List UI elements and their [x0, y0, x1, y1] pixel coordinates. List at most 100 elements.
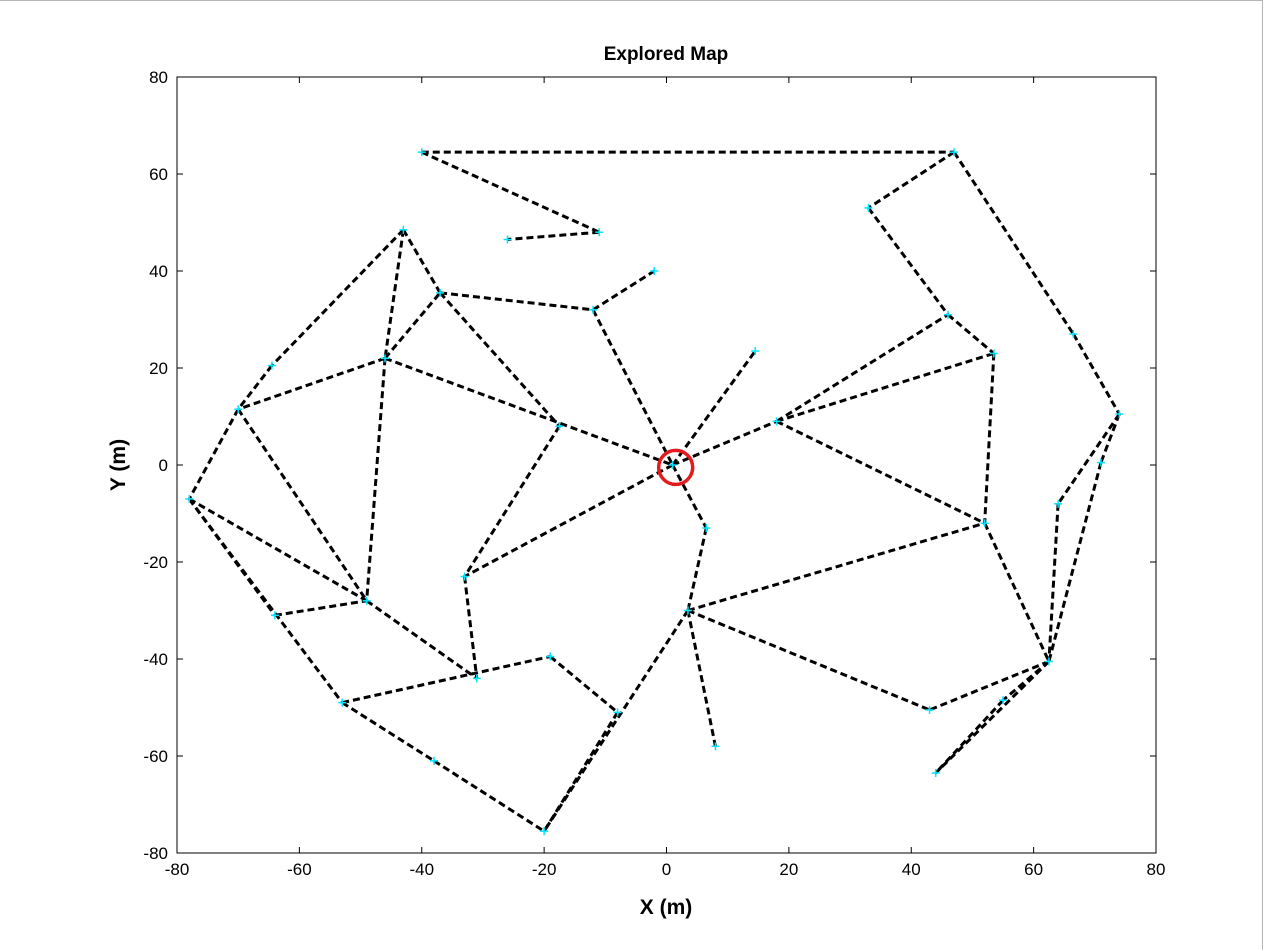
map-node	[668, 461, 677, 469]
map-edge	[463, 463, 674, 578]
x-tick-label: 40	[902, 860, 921, 879]
map-edge	[549, 655, 619, 714]
map-node	[751, 347, 760, 356]
map-edge	[188, 497, 368, 603]
map-node	[589, 305, 598, 314]
map-edge	[365, 599, 478, 680]
x-tick-label: 0	[662, 860, 671, 879]
tick-layer: -80 -60 -40 -20 0 20 40 60 80 -80 -60 -40 -20 0 20 40 60…	[143, 68, 1165, 879]
map-node	[417, 148, 426, 157]
map-node	[185, 494, 194, 503]
chart-title: Explored Map	[604, 44, 729, 65]
y-tick-label: -80	[143, 844, 168, 863]
map-edge	[236, 364, 274, 411]
x-tick-label: -80	[165, 860, 190, 879]
x-tick-label: -60	[287, 860, 312, 879]
map-edge	[672, 419, 778, 467]
map-node	[1054, 499, 1063, 508]
map-node	[980, 519, 989, 528]
map-node	[460, 572, 469, 581]
map-edge	[687, 521, 986, 612]
map-edge	[671, 464, 708, 529]
x-tick-label: 60	[1024, 860, 1043, 879]
map-node	[436, 288, 445, 297]
map-edge	[686, 527, 708, 611]
map-edge	[934, 660, 1050, 775]
map-node	[429, 756, 438, 765]
map-node	[503, 235, 512, 244]
map-edge	[1099, 413, 1121, 464]
x-tick-label: 20	[779, 860, 798, 879]
map-node	[683, 606, 692, 615]
map-edge	[591, 309, 674, 466]
map-edge	[983, 353, 996, 524]
map-edge	[383, 291, 442, 360]
map-node	[1069, 330, 1078, 339]
y-tick-label: 20	[149, 359, 168, 378]
map-node	[267, 361, 276, 370]
map-edge	[867, 207, 950, 316]
map-node	[362, 596, 371, 605]
y-tick-label: -60	[143, 747, 168, 766]
map-edge	[236, 408, 368, 602]
map-edge	[1002, 660, 1050, 702]
map-node	[234, 405, 243, 414]
map-node	[381, 354, 390, 363]
map-edge	[365, 358, 387, 601]
plot-area	[176, 76, 1157, 854]
map-node	[546, 652, 555, 661]
map-edge	[983, 522, 1051, 663]
map-node	[650, 267, 659, 275]
map-node	[772, 417, 781, 426]
map-edge	[1072, 333, 1121, 415]
map-node	[711, 742, 720, 751]
y-tick-label: 60	[149, 165, 168, 184]
map-node	[555, 422, 564, 431]
map-node	[270, 611, 279, 620]
map-edge	[237, 356, 386, 411]
map-node	[1096, 458, 1105, 467]
map-edge	[438, 291, 561, 428]
map-edge	[946, 313, 995, 355]
edge-layer	[187, 150, 1121, 833]
map-node	[702, 524, 711, 533]
map-node	[950, 148, 959, 157]
map-edge	[463, 576, 479, 679]
x-tick-label: -40	[409, 860, 434, 879]
map-node	[472, 674, 481, 683]
y-tick-label: -20	[143, 553, 168, 572]
map-edge	[187, 408, 240, 500]
map-edge	[1056, 413, 1121, 505]
map-node	[864, 203, 873, 212]
map-edge	[188, 498, 344, 704]
map-node	[999, 696, 1008, 705]
map-edge	[775, 420, 986, 525]
map-node	[540, 827, 549, 836]
map-edge	[671, 350, 757, 466]
map-edge	[341, 655, 551, 705]
map-edge	[274, 599, 367, 617]
node-layer	[185, 148, 1124, 836]
map-edge	[686, 610, 717, 747]
current-position-marker	[656, 448, 695, 487]
y-tick-label: 80	[149, 68, 168, 87]
map-edge	[463, 425, 561, 578]
map-edge	[1047, 503, 1060, 662]
map-node	[595, 228, 604, 237]
map-edge	[952, 151, 1075, 335]
map-node	[613, 708, 622, 717]
map-edge	[934, 699, 1005, 774]
map-node	[989, 349, 998, 358]
map-node	[943, 310, 952, 319]
map-node	[1115, 410, 1124, 419]
x-tick-label: 80	[1147, 860, 1166, 879]
y-tick-label: 40	[149, 262, 168, 281]
map-node	[925, 705, 934, 714]
map-edge	[270, 228, 405, 367]
x-axis-label: X (m)	[640, 896, 693, 919]
map-edge	[402, 229, 442, 294]
map-node	[1044, 657, 1053, 666]
map-edge	[776, 352, 995, 423]
y-axis-label: Y (m)	[107, 439, 130, 491]
